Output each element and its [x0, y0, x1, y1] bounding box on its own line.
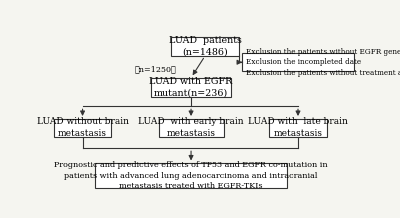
Text: LUAD  with early brain
metastasis: LUAD with early brain metastasis [138, 117, 244, 138]
FancyBboxPatch shape [151, 78, 231, 97]
Text: （n=1250）: （n=1250） [134, 65, 176, 73]
Text: Exclusion the patients without EGFR gene tested
Exclusion the incompleted date
E: Exclusion the patients without EGFR gene… [246, 48, 400, 77]
FancyBboxPatch shape [171, 37, 239, 56]
FancyBboxPatch shape [95, 163, 287, 188]
Text: Prognostic and predictive effects of TP53 and EGFR co-mutation in
patients with : Prognostic and predictive effects of TP5… [54, 161, 328, 190]
Text: LUAD  patients
(n=1486): LUAD patients (n=1486) [168, 36, 242, 57]
FancyBboxPatch shape [269, 119, 327, 136]
FancyBboxPatch shape [158, 119, 224, 136]
Text: LUAD without brain
metastasis: LUAD without brain metastasis [36, 117, 128, 138]
FancyBboxPatch shape [242, 53, 354, 71]
Text: LUAD with EGFR
mutant(n=236): LUAD with EGFR mutant(n=236) [150, 77, 233, 98]
Text: LUAD with  late brain
metastasis: LUAD with late brain metastasis [248, 117, 348, 138]
FancyBboxPatch shape [54, 119, 111, 136]
